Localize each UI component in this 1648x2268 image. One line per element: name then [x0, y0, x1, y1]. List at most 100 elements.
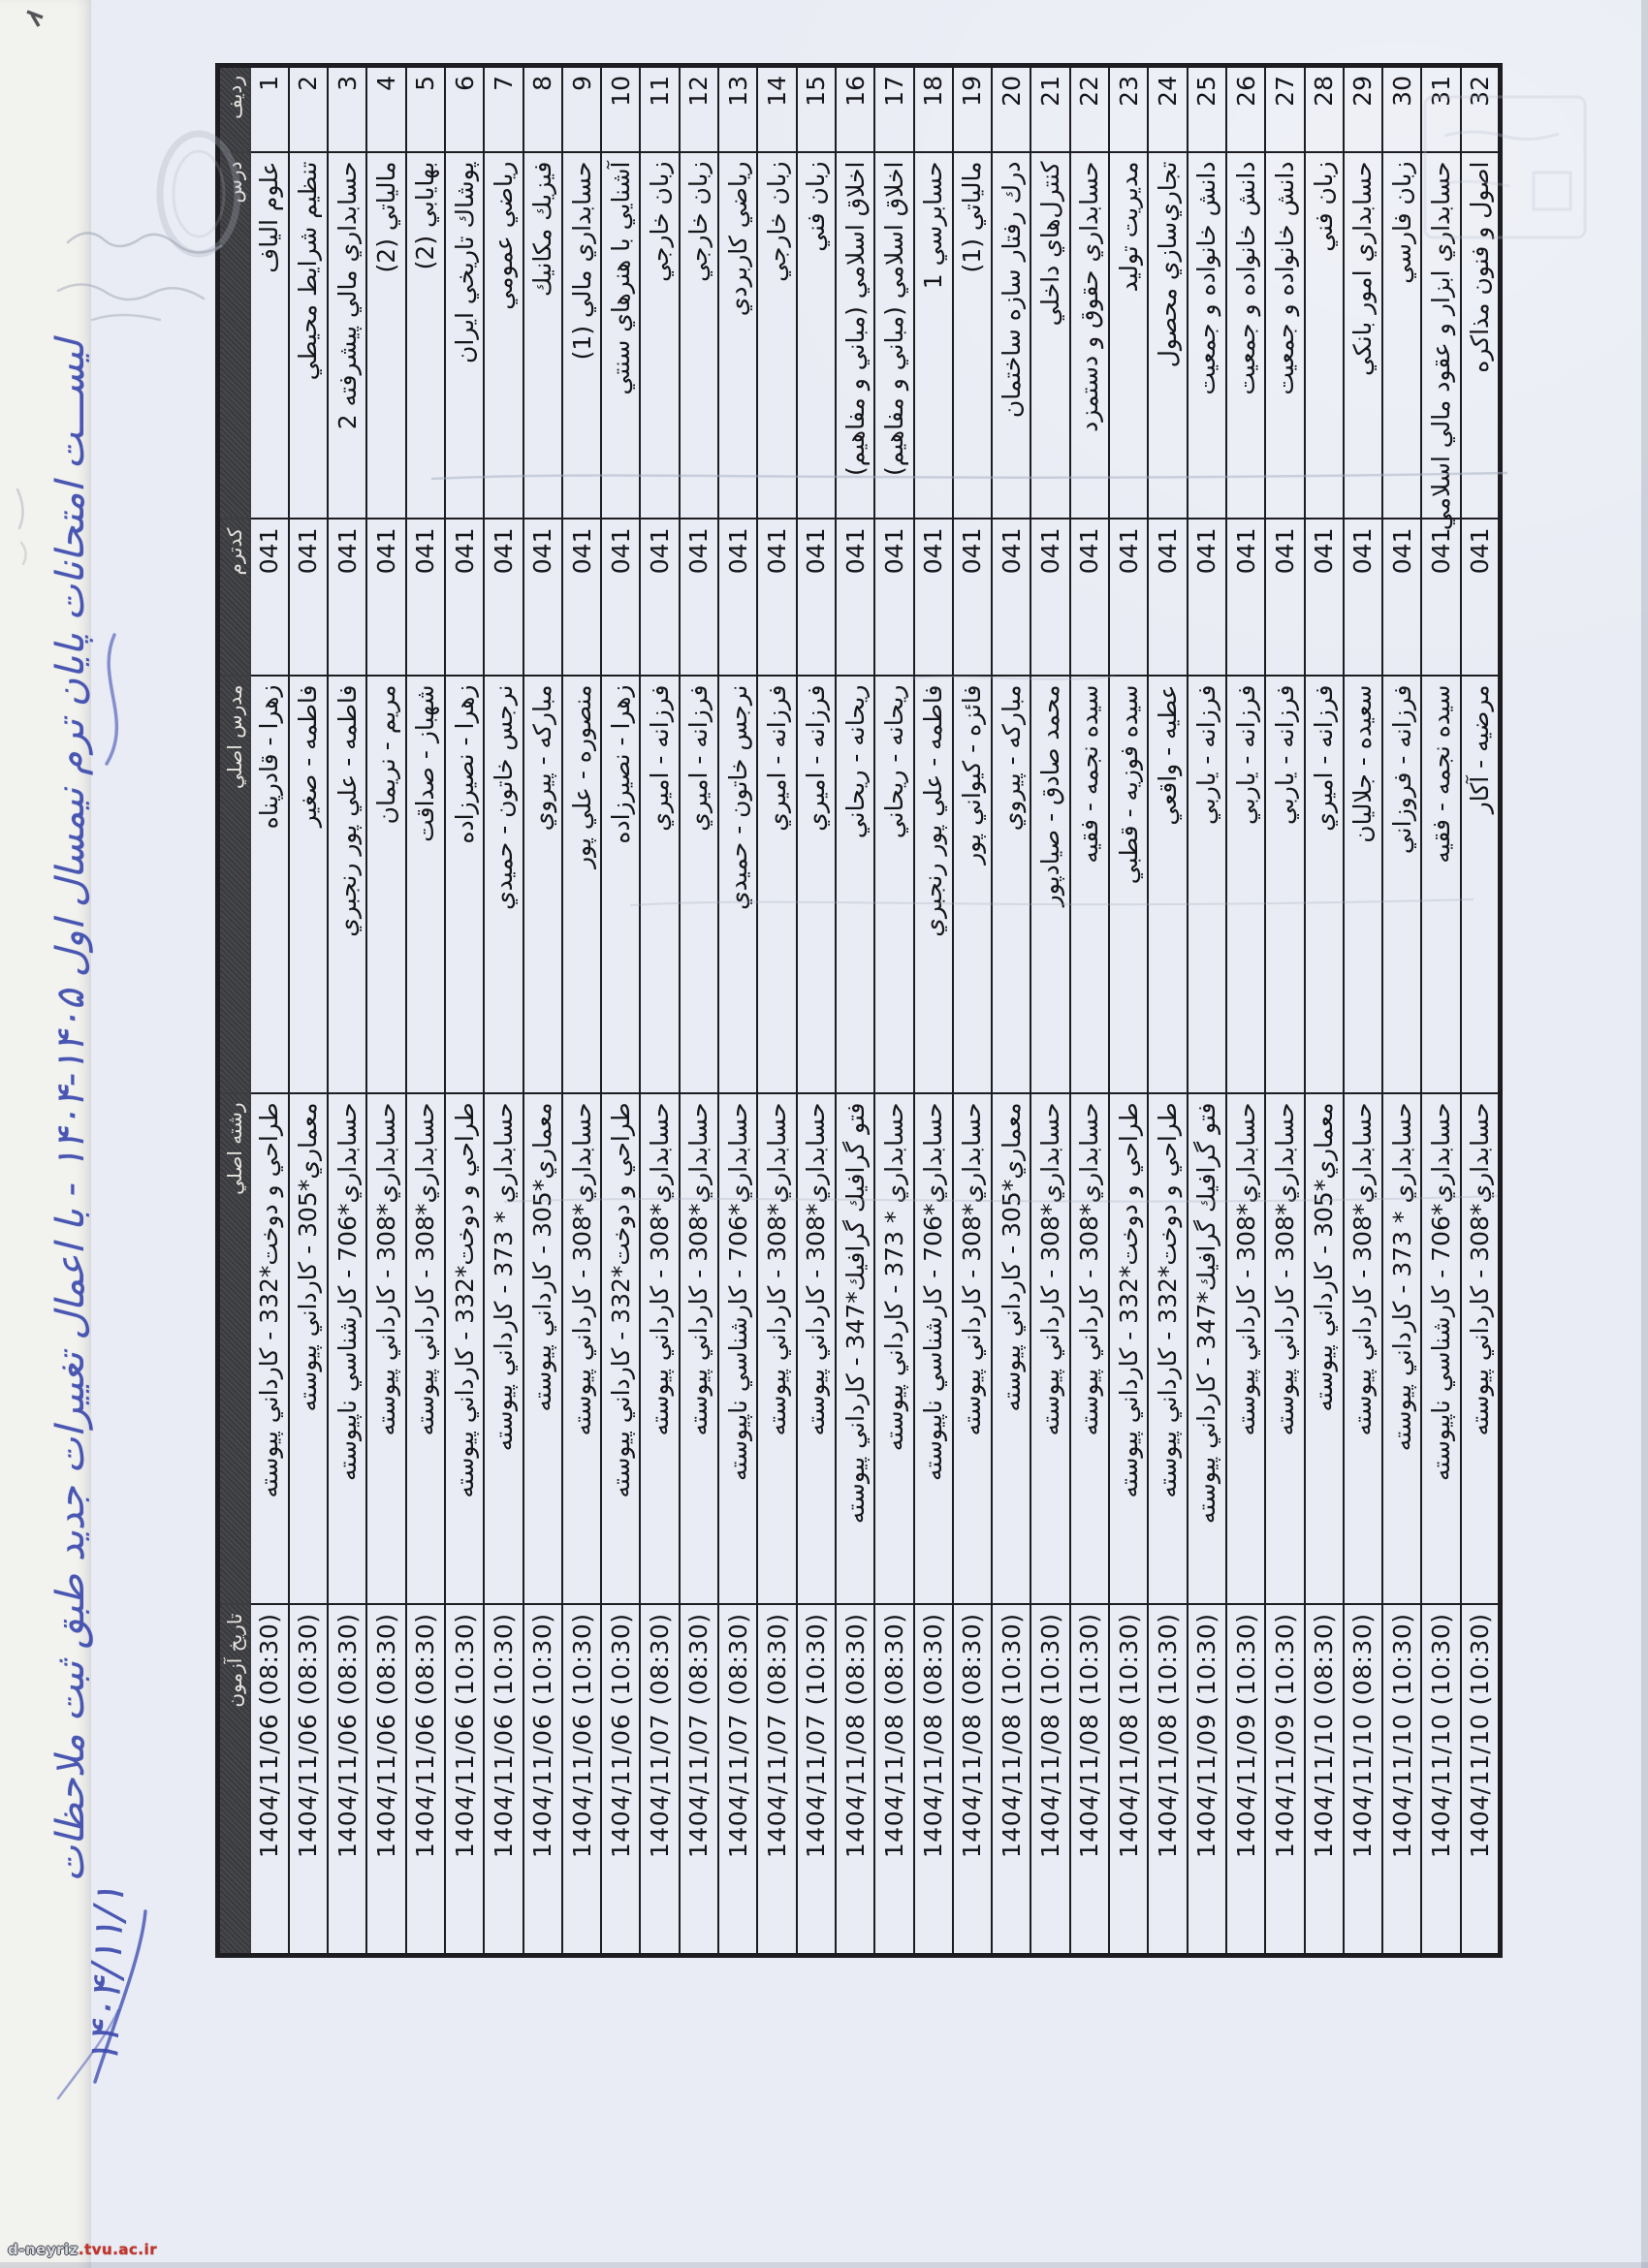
table-row: 23 مديريت توليد 041 سيده فوزيه - قطبي طراحي … — [1109, 65, 1149, 1956]
table-row: 15 زبان فني 041 فرزانه - اميري حسابداري*308 … — [796, 65, 836, 1956]
row-number-cell: 31 — [1421, 65, 1461, 153]
term-code-cell: 041 — [1148, 519, 1188, 677]
instructor-cell: زهرا - نصيرزاده — [444, 676, 485, 1094]
major-cell: حسابداري*308 - كارداني پيوسته — [1460, 1093, 1500, 1605]
instructor-cell: فاطمه - علي پور رنجبري — [328, 676, 367, 1094]
table-row: 32 اصول و فنون مذاكره 041 مرضيه - آكار حسابد… — [1460, 65, 1500, 1956]
instructor-cell: نرجس خاتون - حميدي — [718, 676, 758, 1094]
major-cell: حسابداري*308 - كارداني پيوسته — [757, 1093, 797, 1605]
major-cell: حسابداري*308 - كارداني پيوسته — [366, 1093, 406, 1605]
course-cell: زبان فني — [1304, 152, 1344, 520]
instructor-cell: فاطمه - صغير — [288, 676, 329, 1094]
instructor-cell: فرزانه - ياربي — [1265, 676, 1305, 1094]
exam-date-cell: 1404/11/06 (10:30) — [561, 1604, 602, 1956]
row-number-cell: 30 — [1382, 65, 1422, 153]
course-cell: درك رفتار سازه ساختمان — [992, 152, 1031, 520]
row-number-cell: 15 — [796, 65, 836, 153]
major-cell: معماري*305 - كارداني پيوسته — [992, 1093, 1031, 1605]
table-row: 17 اخلاق اسلامي (مباني و مفاهيم) 041 ريحانه… — [874, 65, 914, 1956]
scan-edge-bottom — [0, 2262, 1648, 2268]
row-number-cell: 26 — [1225, 65, 1266, 153]
term-code-cell: 041 — [757, 519, 797, 677]
term-code-cell: 041 — [523, 519, 562, 677]
table-row: 12 زبان خارجي 041 فرزانه - اميري حسابداري*30… — [679, 65, 719, 1956]
instructor-cell: زهرا - قادرپناه — [249, 676, 289, 1094]
instructor-cell: مرضيه - آكار — [1460, 676, 1500, 1094]
exam-date-cell: 1404/11/08 (10:30) — [1109, 1604, 1149, 1956]
table-row: 1 علوم الياف 041 زهرا - قادرپناه طراحي و دوخ… — [249, 65, 289, 1956]
term-code-cell: 041 — [1109, 519, 1149, 677]
major-cell: معماري*305 - كارداني پيوسته — [523, 1093, 562, 1605]
exam-date-cell: 1404/11/09 (10:30) — [1225, 1604, 1266, 1956]
row-number-cell: 16 — [835, 65, 875, 153]
major-cell: حسابداري * 373 - كارداني پيوسته — [874, 1093, 914, 1605]
row-number-cell: 29 — [1343, 65, 1383, 153]
instructor-cell: فرزانه - اميري — [640, 676, 680, 1094]
exam-date-cell: 1404/11/08 (08:30) — [835, 1604, 875, 1956]
exam-date-cell: 1404/11/06 (10:30) — [523, 1604, 562, 1956]
row-number-cell: 10 — [601, 65, 641, 153]
term-code-cell: 041 — [640, 519, 680, 677]
row-number-cell: 3 — [328, 65, 367, 153]
instructor-cell: فرزانه - اميري — [757, 676, 797, 1094]
table-row: 31 حسابداري ابزار و عقود مالي اسلامي 041 سي… — [1421, 65, 1461, 1956]
course-cell: زبان خارجي — [757, 152, 797, 520]
instructor-cell: سعيده - جلاليان — [1343, 676, 1383, 1094]
course-cell: مديريت توليد — [1109, 152, 1149, 520]
exam-date-cell: 1404/11/08 (10:30) — [1148, 1604, 1188, 1956]
instructor-cell: فرزانه - اميري — [1304, 676, 1344, 1094]
instructor-cell: مباركه - پيروي — [523, 676, 562, 1094]
term-code-cell: 041 — [444, 519, 485, 677]
course-cell: كنترل‌هاي داخلي — [1030, 152, 1070, 520]
term-code-cell: 041 — [1421, 519, 1461, 677]
instructor-cell: فرزانه - ياربي — [1187, 676, 1226, 1094]
course-cell: فيزيك مكانيك — [523, 152, 562, 520]
row-number-cell: 8 — [523, 65, 562, 153]
major-cell: حسابداري*706 - كارشناسي ناپيوسته — [1421, 1093, 1461, 1605]
row-number-cell: 14 — [757, 65, 797, 153]
exam-date-cell: 1404/11/10 (08:30) — [1304, 1604, 1344, 1956]
exam-date-cell: 1404/11/08 (08:30) — [874, 1604, 914, 1956]
major-cell: حسابداري*308 - كارداني پيوسته — [405, 1093, 445, 1605]
table-row: 2 تنظيم شرايط محيطي 041 فاطمه - صغير معماري*… — [288, 65, 329, 1956]
term-code-cell: 041 — [1187, 519, 1226, 677]
course-cell: پوشاك تاريخي ايران — [444, 152, 485, 520]
course-cell: اصول و فنون مذاكره — [1460, 152, 1500, 520]
table-row: 19 مالياتي (1) 041 فائزه - كيواني پور حسابدا… — [952, 65, 993, 1956]
row-number-cell: 21 — [1030, 65, 1070, 153]
term-code-cell: 041 — [952, 519, 993, 677]
table-row: 13 رياضي كاربردي 041 نرجس خاتون - حميدي حساب… — [718, 65, 758, 1956]
column-header-term-code: كدترم — [217, 519, 250, 677]
instructor-cell: فرزانه - اميري — [679, 676, 719, 1094]
instructor-cell: فائزه - كيواني پور — [952, 676, 993, 1094]
row-number-cell: 24 — [1148, 65, 1188, 153]
instructor-cell: سيده نجمه - فقيه — [1421, 676, 1461, 1094]
row-number-cell: 20 — [992, 65, 1031, 153]
row-number-cell: 9 — [561, 65, 602, 153]
table-header-row: رديف درس كدترم مدرس اصلي رشته اصلي تاريخ آزمو… — [217, 65, 250, 1956]
term-code-cell: 041 — [328, 519, 367, 677]
exam-date-cell: 1404/11/06 (08:30) — [288, 1604, 329, 1956]
course-cell: مالياتي (1) — [952, 152, 993, 520]
row-number-cell: 32 — [1460, 65, 1500, 153]
table-row: 14 زبان خارجي 041 فرزانه - اميري حسابداري*30… — [757, 65, 797, 1956]
course-cell: تجاري‌سازي محصول — [1148, 152, 1188, 520]
term-code-cell: 041 — [718, 519, 758, 677]
scan-edge-right — [1641, 0, 1648, 2268]
instructor-cell: مباركه - پيروي — [992, 676, 1031, 1094]
exam-date-cell: 1404/11/09 (10:30) — [1187, 1604, 1226, 1956]
table-row: 28 زبان فني 041 فرزانه - اميري معماري*305 - … — [1304, 65, 1344, 1956]
exam-date-cell: 1404/11/10 (08:30) — [1343, 1604, 1383, 1956]
row-number-cell: 2 — [288, 65, 329, 153]
exam-date-cell: 1404/11/06 (10:30) — [444, 1604, 485, 1956]
major-cell: معماري*305 - كارداني پيوسته — [288, 1093, 329, 1605]
instructor-cell: زهرا - نصيرزاده — [601, 676, 641, 1094]
term-code-cell: 041 — [1265, 519, 1305, 677]
table-row: 11 زبان خارجي 041 فرزانه - اميري حسابداري*30… — [640, 65, 680, 1956]
exam-date-cell: 1404/11/07 (08:30) — [757, 1604, 797, 1956]
table-row: 29 حسابداري امور بانكي 041 سعيده - جلاليان ح… — [1343, 65, 1383, 1956]
instructor-cell: ريحانه - ريحاني — [835, 676, 875, 1094]
course-cell: علوم الياف — [249, 152, 289, 520]
column-header-major: رشته اصلي — [217, 1093, 250, 1605]
major-cell: طراحي و دوخت*332 - كارداني پيوسته — [1109, 1093, 1149, 1605]
